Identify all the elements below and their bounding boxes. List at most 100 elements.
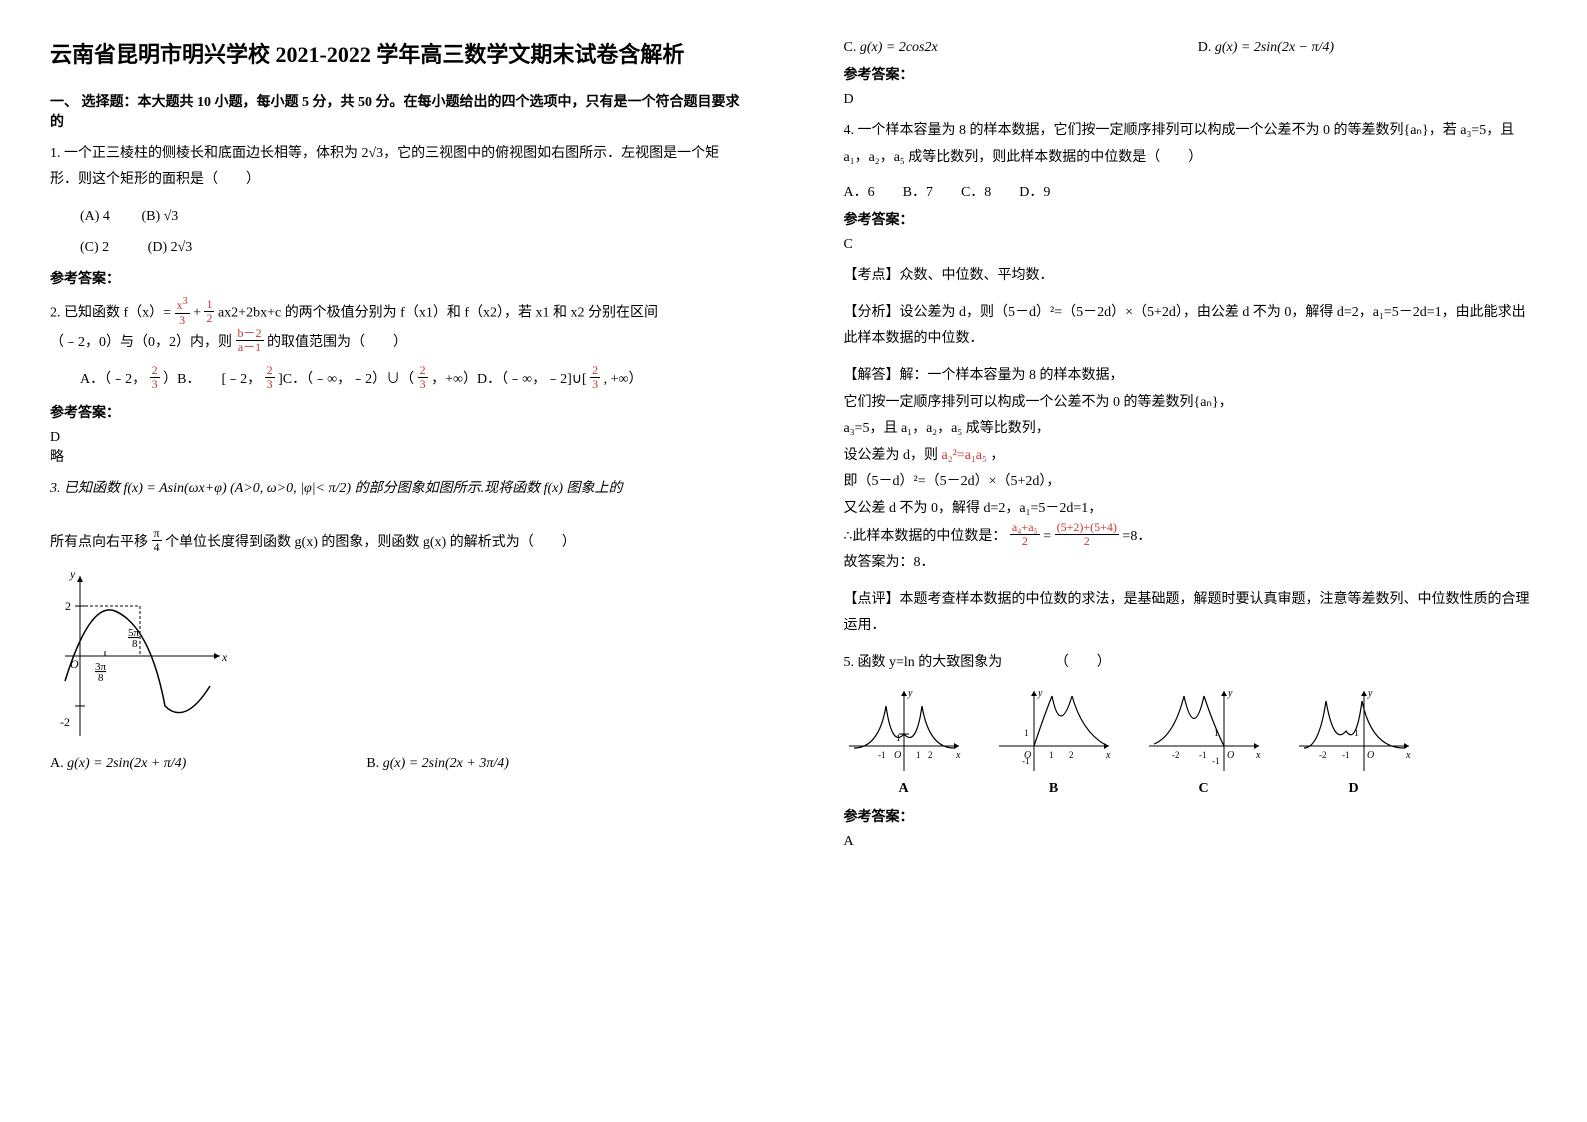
svg-text:O: O — [1227, 750, 1234, 761]
q3-line2-post: 个单位长度得到函数 g(x) 的图象，则函数 g(x) 的解析式为（ ） — [165, 535, 576, 550]
svg-text:y: y — [69, 567, 76, 581]
sine-graph-svg: x y O 2 -2 3π 8 5π 8 — [50, 566, 230, 746]
jieda-l7-mid: = — [1043, 528, 1054, 543]
q2-line1-pre: 2. 已知函数 f（x）= — [50, 306, 175, 321]
q2-frac3: b－2 a－1 — [236, 327, 264, 354]
jieda-l4-formula: a₂²=a₁a₅ — [942, 448, 987, 463]
q4-fenxi: 【分析】设公差为 d，则（5－d）²=（5－2d）×（5+2d），由公差 d 不… — [844, 300, 1538, 353]
q5-label-D: D — [1294, 781, 1414, 797]
q5-answer: A — [844, 834, 1538, 850]
q5-graph-C: x y O -2 -1 1 -1 C — [1144, 686, 1264, 796]
svg-text:x: x — [1405, 750, 1411, 761]
q2-line1-post: ax2+2bx+c 的两个极值分别为 f（x1）和 f（x2），若 x1 和 x… — [218, 306, 658, 321]
svg-text:-1: -1 — [1342, 750, 1350, 760]
q2-23-4: 23 — [590, 364, 600, 391]
svg-text:O: O — [1367, 750, 1374, 761]
q2-answer-label: 参考答案： — [50, 402, 744, 422]
q2-opts-pre: A．（﹣2， — [80, 372, 146, 387]
svg-text:x: x — [955, 750, 961, 761]
jieda-frac2: (5+2)+(5+4) 2 — [1055, 521, 1119, 548]
jieda-l5: 即（5－d）²=（5－2d）×（5+2d）， — [844, 474, 1061, 489]
q2-23-3: 23 — [418, 364, 428, 391]
q5-graph-D: x y O -2 -1 1 D — [1294, 686, 1414, 796]
q5-text: 5. 函数 y=ln 的大致图象为 （ ） — [844, 655, 1111, 670]
svg-text:y: y — [1037, 688, 1043, 699]
svg-text:x: x — [1255, 750, 1261, 761]
svg-text:2: 2 — [928, 750, 933, 760]
svg-text:y: y — [907, 688, 913, 699]
q2-frac2: 1 2 — [204, 298, 214, 325]
q1-options-row1: (A) 4 (B) √3 — [80, 204, 744, 229]
q1-options-row2: (C) 2 (D) 2√3 — [80, 235, 744, 260]
q2-note: 略 — [50, 446, 744, 466]
q4-answer: C — [844, 237, 1538, 253]
q2-answer: D — [50, 430, 744, 446]
fenxi-text: 设公差为 d，则（5－d）²=（5－2d）×（5+2d），由公差 d 不为 0，… — [844, 305, 1526, 347]
jieda-l6: 又公差 d 不为 0，解得 d=2，a₁=5－2d=1， — [844, 501, 1103, 516]
jieda-label: 【解答】 — [844, 368, 900, 383]
q4-text: 4. 一个样本容量为 8 的样本数据，它们按一定顺序排列可以构成一个公差不为 0… — [844, 123, 1515, 165]
q5-graph-B: x y O 1 2 1 -1 B — [994, 686, 1114, 796]
question-4: 4. 一个样本容量为 8 的样本数据，它们按一定顺序排列可以构成一个公差不为 0… — [844, 118, 1538, 171]
q2-frac2-den: 2 — [204, 312, 214, 325]
jieda-l3: a₃=5，且 a₁，a₂，a₅ 成等比数列， — [844, 421, 1050, 436]
jieda-l2: 它们按一定顺序排列可以构成一个公差不为 0 的等差数列{aₙ}， — [844, 395, 1233, 410]
svg-text:O: O — [894, 750, 901, 761]
q2-options: A．（﹣2， 23 ）B． [﹣2， 23 ]C．（﹣∞，﹣2）∪（ 23 ，+… — [80, 366, 744, 393]
q2-frac1: x3 3 — [175, 296, 190, 326]
q2-line2-pre: （﹣2，0）与（0，2）内，则 — [50, 335, 236, 350]
section1-heading: 一、 选择题：本大题共 10 小题，每小题 5 分，共 50 分。在每小题给出的… — [50, 91, 744, 131]
q4-dianping: 【点评】本题考查样本数据的中位数的求法，是基础题，解题时要认真审题，注意等差数列… — [844, 587, 1538, 640]
jieda-frac1: a₄+a₅ 2 — [1010, 521, 1040, 548]
q1-optD: (D) 2√3 — [148, 240, 193, 255]
q1-optC: (C) 2 — [80, 240, 109, 255]
jieda-l7-post: =8． — [1122, 528, 1151, 543]
svg-text:-2: -2 — [1319, 750, 1327, 760]
question-5: 5. 函数 y=ln 的大致图象为 （ ） — [844, 650, 1538, 677]
left-column: 云南省昆明市明兴学校 2021-2022 学年高三数学文期末试卷含解析 一、 选… — [0, 0, 794, 1122]
svg-text:-2: -2 — [1172, 750, 1180, 760]
q2-line2-post: 的取值范围为（ ） — [267, 335, 407, 350]
q2-opts-end: , +∞） — [604, 372, 643, 387]
q2-frac3-den: a－1 — [236, 341, 264, 354]
q3-line1: 3. 已知函数 f(x) = Asin(ωx+φ) (A>0, ω>0, |φ|… — [50, 481, 623, 496]
q5-label-C: C — [1144, 781, 1264, 797]
kaodian-label: 【考点】 — [844, 268, 900, 283]
dianping-text: 本题考查样本数据的中位数的求法，是基础题，解题时要认真审题，注意等差数列、中位数… — [844, 592, 1530, 634]
q3-answer-label: 参考答案： — [844, 64, 1538, 84]
svg-text:1: 1 — [1049, 750, 1054, 760]
question-1: 1. 一个正三棱柱的侧棱长和底面边长相等，体积为 2√3，它的三视图中的俯视图如… — [50, 141, 744, 194]
q5-graph-A: x y O -1 1 2 1 A — [844, 686, 964, 796]
q3-line2-pre: 所有点向右平移 — [50, 535, 152, 550]
jieda-l1: 解：一个样本容量为 8 的样本数据， — [900, 368, 1124, 383]
svg-text:8: 8 — [98, 672, 104, 684]
jieda-l7-pre: ∴此样本数据的中位数是： — [844, 528, 1007, 543]
q5-graphs: x y O -1 1 2 1 A x y O 1 2 1 — [844, 686, 1538, 796]
q4-opts: A．6 B．7 C．8 D．9 — [844, 181, 1538, 201]
q5-answer-label: 参考答案： — [844, 806, 1538, 826]
svg-text:y: y — [1367, 688, 1373, 699]
svg-text:-1: -1 — [1212, 756, 1220, 766]
fenxi-label: 【分析】 — [844, 305, 900, 320]
svg-text:-2: -2 — [60, 715, 70, 729]
q3-optC: C. g(x) = 2cos2x — [844, 40, 938, 56]
q1-optA: (A) 4 — [80, 209, 110, 224]
jieda-l4-pre: 设公差为 d，则 — [844, 448, 942, 463]
q1-answer-label: 参考答案： — [50, 268, 744, 288]
q5-label-B: B — [994, 781, 1114, 797]
svg-text:-1: -1 — [1022, 756, 1030, 766]
svg-text:-1: -1 — [1199, 750, 1207, 760]
right-column: C. g(x) = 2cos2x D. g(x) = 2sin(2x − π/4… — [794, 0, 1587, 1122]
question-3: 3. 已知函数 f(x) = Asin(ωx+φ) (A>0, ω>0, |φ|… — [50, 476, 744, 557]
q5-label-A: A — [844, 781, 964, 797]
q4-jieda: 【解答】解：一个样本容量为 8 的样本数据， 它们按一定顺序排列可以构成一个公差… — [844, 363, 1538, 577]
q2-frac2-num: 1 — [204, 298, 214, 312]
jieda-l8: 故答案为：8． — [844, 555, 935, 570]
q3-pi4-den: 4 — [152, 541, 162, 554]
q3-graph: x y O 2 -2 3π 8 5π 8 — [50, 566, 230, 746]
svg-text:1: 1 — [916, 750, 921, 760]
q3-options-row2: C. g(x) = 2cos2x D. g(x) = 2sin(2x − π/4… — [844, 40, 1538, 56]
q2-23-2: 23 — [265, 364, 275, 391]
q1-optB: (B) √3 — [141, 209, 178, 224]
q3-pi4-num: π — [152, 527, 162, 541]
